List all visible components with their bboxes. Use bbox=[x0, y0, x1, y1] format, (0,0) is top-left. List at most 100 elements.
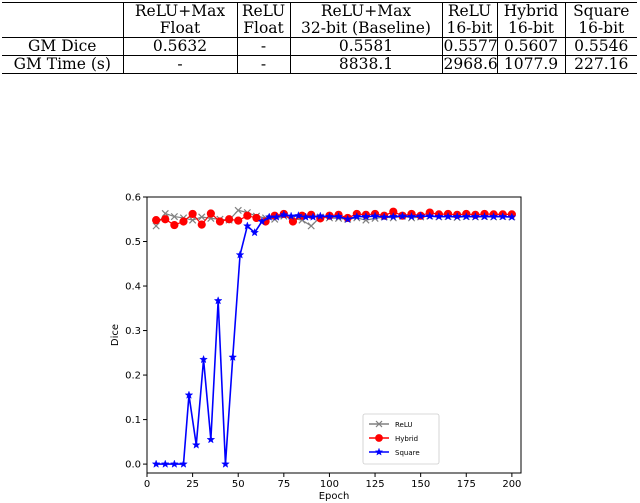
data-point bbox=[361, 212, 371, 221]
data-point bbox=[343, 214, 353, 223]
data-point bbox=[301, 212, 311, 221]
data-point bbox=[197, 220, 206, 229]
data-point bbox=[213, 296, 223, 305]
data-point bbox=[250, 228, 259, 237]
table-header-cell: 32-bit (Baseline) bbox=[290, 20, 443, 38]
table-cell: 227.16 bbox=[565, 55, 637, 74]
table-header-cell: Hybrid bbox=[497, 2, 566, 20]
data-point bbox=[388, 212, 398, 221]
x-tick-label: 75 bbox=[277, 479, 290, 490]
data-point bbox=[221, 459, 230, 468]
table-header-cell bbox=[2, 20, 124, 38]
table-header-cell: ReLU+Max bbox=[123, 2, 238, 20]
data-point bbox=[452, 212, 462, 221]
data-point bbox=[352, 212, 362, 221]
y-tick-label: 0.4 bbox=[125, 282, 141, 293]
data-point bbox=[325, 212, 334, 221]
data-point bbox=[425, 211, 435, 220]
x-axis-label: Epoch bbox=[319, 491, 350, 502]
series-line bbox=[156, 211, 512, 226]
data-point bbox=[224, 215, 234, 224]
data-point bbox=[264, 212, 274, 221]
x-tick-label: 175 bbox=[457, 479, 476, 490]
data-point bbox=[152, 216, 161, 225]
table-header-cell: Square bbox=[565, 2, 637, 20]
data-point bbox=[307, 222, 315, 230]
table-header-cell: Float bbox=[123, 20, 238, 38]
data-point bbox=[416, 211, 426, 220]
data-point bbox=[228, 352, 238, 361]
table-cell: 0.5607 bbox=[497, 37, 566, 56]
table-cell: 0.5632 bbox=[123, 37, 238, 56]
series-square bbox=[151, 210, 517, 468]
data-point bbox=[375, 420, 383, 428]
data-point bbox=[161, 215, 170, 224]
data-point bbox=[188, 209, 197, 219]
table-header-cell: 16-bit bbox=[565, 20, 637, 38]
data-point bbox=[434, 212, 444, 221]
data-point bbox=[151, 459, 161, 468]
data-point bbox=[334, 212, 343, 221]
data-point bbox=[370, 211, 380, 220]
data-point bbox=[242, 221, 252, 230]
x-tick-label: 50 bbox=[232, 479, 245, 490]
x-tick-label: 25 bbox=[186, 479, 199, 490]
data-point bbox=[375, 434, 383, 442]
y-tick-label: 0.6 bbox=[125, 193, 141, 204]
data-point bbox=[161, 209, 169, 218]
table-cell: 2968.6 bbox=[442, 55, 498, 74]
data-point bbox=[461, 212, 471, 221]
data-point bbox=[170, 212, 178, 221]
table-cell: 0.5577 bbox=[442, 37, 498, 56]
table-cell: GM Dice bbox=[2, 37, 124, 56]
data-point bbox=[206, 435, 216, 444]
data-point bbox=[215, 217, 225, 226]
axis-ticks: 0 25 50 75 100 125 150 175 200 0.0 0.1 0.2 0.3 0.4 0.5… bbox=[125, 193, 521, 491]
table-header-cell: ReLU bbox=[237, 2, 291, 20]
table-cell: 8838.1 bbox=[290, 55, 443, 74]
data-point bbox=[206, 209, 215, 218]
y-tick-label: 0.0 bbox=[125, 460, 141, 471]
data-point bbox=[308, 212, 318, 221]
data-point bbox=[170, 459, 179, 468]
x-tick-label: 200 bbox=[502, 479, 521, 490]
legend-label: Hybrid bbox=[395, 435, 418, 443]
table-header-cell: 16-bit bbox=[497, 20, 566, 38]
legend-item: Square bbox=[369, 447, 420, 457]
data-point bbox=[152, 222, 160, 230]
y-tick-label: 0.3 bbox=[125, 326, 141, 337]
table-header-row: ReLU+Max ReLU ReLU+Max ReLU Hybrid Squar… bbox=[2, 2, 637, 20]
data-point bbox=[374, 447, 384, 456]
data-point bbox=[191, 440, 201, 449]
data-point bbox=[170, 220, 179, 230]
data-point bbox=[243, 211, 252, 220]
table-cell: - bbox=[237, 37, 291, 56]
table-cell: - bbox=[123, 55, 238, 74]
table-cell: 1077.9 bbox=[497, 55, 566, 74]
data-point bbox=[407, 212, 416, 221]
y-axis-label: Dice bbox=[110, 324, 121, 346]
table-header-row: Float Float 32-bit (Baseline) 16-bit 16-… bbox=[2, 20, 637, 38]
data-point bbox=[179, 459, 188, 468]
table-cell: 0.5546 bbox=[565, 37, 637, 56]
table-cell: - bbox=[237, 55, 291, 74]
table-header-cell: ReLU+Max bbox=[290, 2, 443, 20]
results-table: ReLU+Max ReLU ReLU+Max ReLU Hybrid Squar… bbox=[2, 2, 637, 74]
data-point bbox=[443, 212, 453, 221]
data-point bbox=[257, 216, 267, 226]
x-tick-label: 0 bbox=[144, 479, 150, 490]
dice-epoch-chart: 0 25 50 75 100 125 150 175 200 0.0 0.1 0.2 0.3 0.4 0.5… bbox=[110, 193, 522, 502]
data-point bbox=[272, 212, 281, 221]
data-point bbox=[398, 211, 407, 220]
data-point bbox=[160, 459, 170, 468]
table-cell: 0.5581 bbox=[290, 37, 443, 56]
data-point bbox=[234, 216, 243, 225]
legend-label: Square bbox=[395, 449, 420, 457]
data-point bbox=[480, 212, 489, 221]
data-point bbox=[188, 216, 197, 224]
legend-item: ReLU bbox=[369, 420, 413, 429]
x-tick-label: 125 bbox=[366, 479, 385, 490]
data-point bbox=[234, 206, 242, 214]
data-point bbox=[235, 250, 245, 259]
data-point bbox=[471, 212, 480, 221]
